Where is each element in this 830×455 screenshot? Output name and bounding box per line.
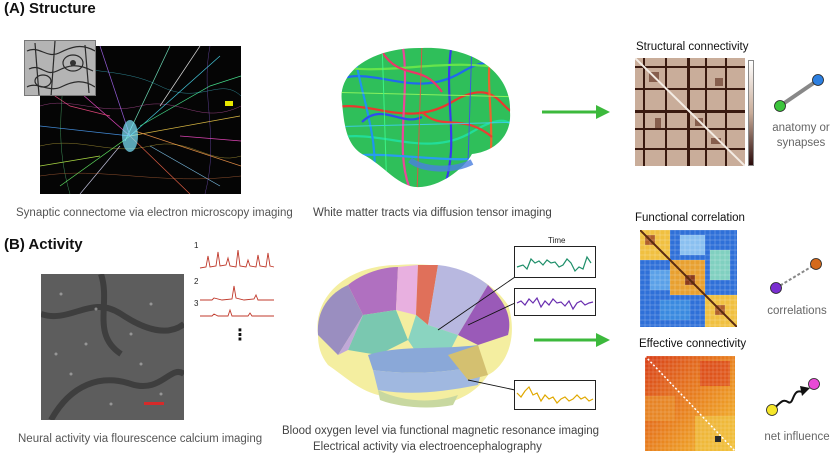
activity-arrow — [534, 333, 610, 347]
connectome-caption: Synaptic connectome via electron microsc… — [16, 207, 293, 219]
functional-correlation-matrix — [640, 230, 737, 327]
effective-connectivity-matrix — [645, 356, 735, 451]
correlations-label: correlations — [767, 305, 827, 317]
influence-label: net influence — [764, 431, 830, 443]
structure-arrow — [542, 105, 610, 119]
time-label: Time — [548, 236, 566, 245]
trace-ellipsis: ⋮ — [232, 325, 248, 344]
functional-correlation-title: Functional correlation — [635, 212, 745, 224]
electron-microscopy-image — [24, 40, 96, 96]
correlation-node-pair — [770, 258, 822, 294]
structural-colorbar — [748, 60, 754, 166]
trace-number-1: 1 — [194, 241, 199, 250]
fmri-trace-purple-box — [514, 288, 596, 316]
white-matter-caption: White matter tracts via diffusion tensor… — [313, 207, 552, 219]
structural-connectivity-matrix — [635, 58, 745, 166]
effective-connectivity-title: Effective connectivity — [639, 338, 747, 350]
influence-node-pair — [766, 378, 820, 416]
white-matter-tracts-image — [322, 42, 522, 194]
anatomy-label-line2: synapses — [776, 137, 826, 149]
calcium-caption: Neural activity via flourescence calcium… — [18, 433, 263, 445]
anatomy-node-pair — [774, 74, 824, 112]
brain-parcellation-image — [308, 255, 518, 415]
calcium-traces — [199, 249, 275, 317]
trace-number-2: 2 — [194, 277, 199, 286]
structural-connectivity-title: Structural connectivity — [636, 41, 749, 53]
trace-number-3: 3 — [194, 299, 199, 308]
fmri-trace-green-box — [514, 246, 596, 278]
section-title-activity: (B) Activity — [4, 236, 83, 253]
section-title-structure: (A) Structure — [4, 0, 96, 17]
anatomy-label-line1: anatomy or — [772, 122, 830, 134]
bold-caption: Blood oxygen level via functional magnet… — [282, 425, 600, 437]
calcium-imaging-image — [41, 274, 184, 420]
eeg-caption: Electrical activity via electroencephalo… — [313, 441, 542, 453]
eeg-trace-yellow-box — [514, 380, 596, 410]
